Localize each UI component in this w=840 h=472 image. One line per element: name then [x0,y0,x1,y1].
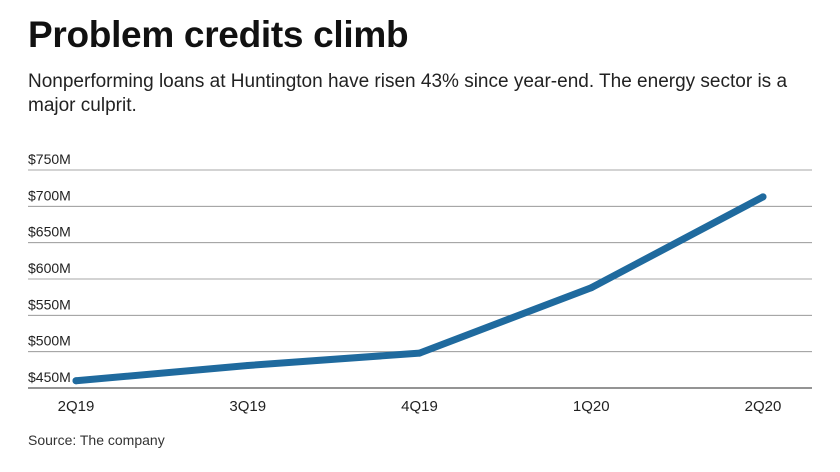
data-point [416,349,423,357]
x-tick-label: 1Q20 [573,398,610,415]
x-tick-label: 2Q19 [58,398,95,415]
x-tick-label: 4Q19 [401,398,438,415]
x-tick-label: 3Q19 [229,398,266,415]
y-tick-label: $550M [28,296,71,312]
y-tick-label: $700M [28,187,71,203]
y-tick-label: $500M [28,333,71,349]
data-point [72,377,80,385]
chart-subtitle: Nonperforming loans at Huntington have r… [28,71,788,116]
y-tick-label: $600M [28,260,71,276]
x-axis-tick-labels: 2Q19 3Q19 4Q19 1Q20 2Q20 [58,398,782,415]
y-tick-label: $750M [28,151,71,167]
y-axis-tick-labels: $450M $500M $550M $600M $650M $700M $750M [28,151,71,385]
chart-title: Problem credits climb [28,14,409,55]
series-layer [72,193,767,385]
source-note: Source: The company [28,432,165,448]
y-tick-label: $450M [28,369,71,385]
y-tick-label: $650M [28,224,71,240]
data-point [759,193,767,201]
data-point [587,284,595,292]
x-tick-label: 2Q20 [745,398,782,415]
data-point [244,361,252,369]
